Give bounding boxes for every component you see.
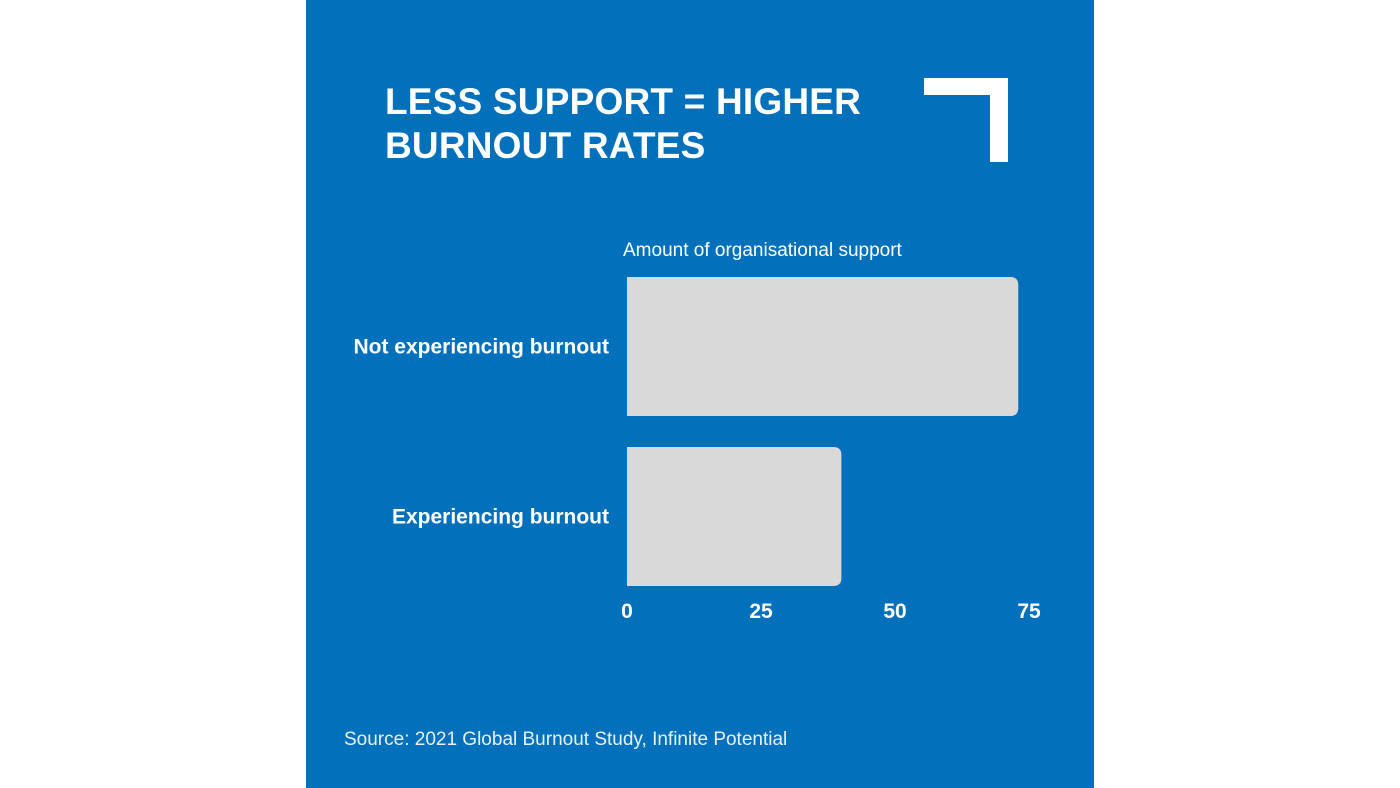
corner-bracket-side <box>990 78 1008 162</box>
infographic-card: LESS SUPPORT = HIGHER BURNOUT RATES Amou… <box>306 0 1094 788</box>
category-label: Experiencing burnout <box>392 506 609 529</box>
x-tick-label: 50 <box>883 600 906 623</box>
x-tick-label: 25 <box>749 600 773 623</box>
corner-bracket-icon <box>924 78 1008 162</box>
x-tick-label: 0 <box>621 600 633 623</box>
axis-title: Amount of organisational support <box>623 240 902 261</box>
bar-not-experiencing-burnout <box>627 277 1019 416</box>
chart-title: LESS SUPPORT = HIGHER BURNOUT RATES <box>385 81 862 166</box>
source-note: Source: 2021 Global Burnout Study, Infin… <box>344 729 788 750</box>
category-label: Not experiencing burnout <box>353 336 609 359</box>
bar-experiencing-burnout <box>627 447 842 586</box>
bar-chart: Not experiencing burnout Experiencing bur… <box>353 277 1041 623</box>
x-tick-label: 75 <box>1017 600 1041 623</box>
corner-bracket-top <box>924 78 1008 95</box>
